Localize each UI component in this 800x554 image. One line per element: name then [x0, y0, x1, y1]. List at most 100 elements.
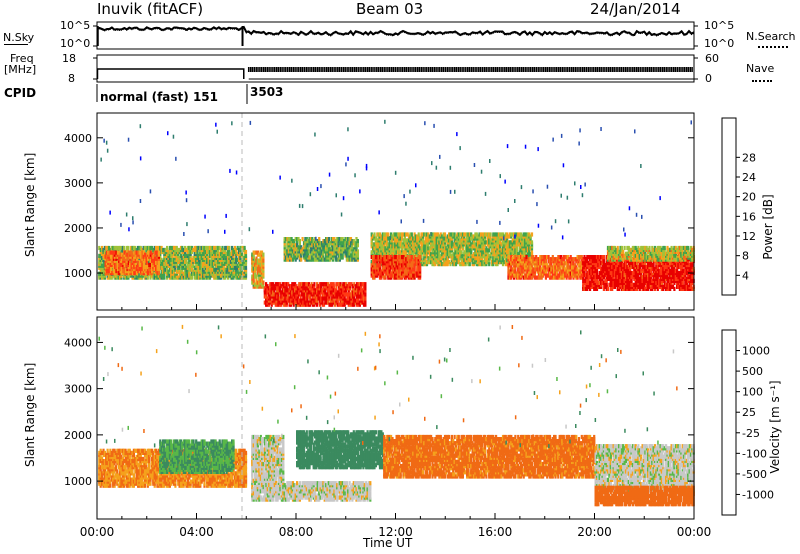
power-cell — [339, 292, 342, 297]
power-cell — [303, 300, 306, 305]
power-cell — [439, 232, 442, 237]
power-cell — [163, 261, 166, 266]
power-cell — [342, 282, 345, 287]
power-cell — [296, 237, 299, 242]
power-cell — [453, 242, 456, 247]
power-cell — [335, 282, 338, 287]
power-cell — [305, 286, 308, 291]
power-cell — [428, 234, 431, 239]
power-cell — [311, 243, 314, 248]
power-cell — [424, 244, 427, 249]
power-cell — [135, 264, 139, 270]
power-cell — [210, 269, 213, 274]
power-cell — [181, 245, 184, 251]
power-cell — [190, 245, 194, 251]
power-cell — [118, 256, 121, 261]
power-cell — [380, 238, 383, 243]
power-cell — [378, 263, 382, 268]
power-cell — [233, 245, 236, 251]
power-cell — [299, 282, 302, 287]
power-cell — [291, 257, 295, 262]
power-cell — [380, 246, 383, 251]
power-cell — [141, 250, 144, 255]
power-cell — [362, 282, 366, 287]
power-cell — [390, 232, 393, 237]
power-cell — [116, 252, 119, 257]
power-cell — [407, 246, 411, 251]
power-cell — [200, 265, 203, 270]
power-cell — [300, 253, 303, 258]
power-cell — [229, 251, 232, 256]
power-cell — [356, 249, 359, 254]
power-cell — [463, 250, 466, 255]
power-cell — [145, 253, 148, 258]
power-cell — [137, 275, 140, 280]
power-cell — [338, 237, 341, 242]
power-cell — [283, 292, 286, 297]
power-cell — [445, 246, 448, 251]
power-cell — [125, 245, 129, 251]
power-cell — [285, 282, 288, 287]
power-cell — [107, 252, 110, 257]
power-cell — [283, 302, 286, 307]
power-cell — [334, 288, 337, 293]
power-cell — [339, 282, 342, 287]
power-cell — [206, 245, 209, 251]
power-cell — [270, 282, 273, 287]
power-cell — [243, 265, 246, 270]
power-cell — [149, 250, 152, 255]
power-cell — [398, 232, 401, 237]
power-cell — [292, 282, 295, 287]
power-cell — [138, 252, 141, 257]
power-cell — [117, 275, 120, 280]
power-cell — [296, 286, 299, 291]
power-cell — [424, 250, 427, 255]
power-cell — [267, 286, 270, 291]
power-cell — [238, 271, 241, 276]
power-cell — [309, 237, 312, 242]
power-cell — [171, 275, 174, 280]
power-cell — [291, 290, 294, 295]
power-cell — [116, 245, 119, 251]
power-cell — [370, 260, 373, 265]
power-cell — [141, 247, 144, 253]
power-cell — [226, 273, 230, 278]
power-cell — [138, 245, 141, 251]
power-cell — [170, 245, 173, 251]
power-cell — [287, 249, 290, 254]
power-cell — [195, 263, 198, 268]
power-cell — [298, 290, 301, 295]
power-cell — [299, 294, 302, 299]
power-cell — [343, 239, 346, 244]
power-cell — [127, 260, 130, 265]
power-cell — [298, 241, 301, 246]
power-cell — [399, 250, 402, 255]
power-cell — [168, 273, 171, 278]
power-cell — [226, 245, 230, 251]
power-cell — [452, 232, 455, 237]
power-cell — [113, 245, 116, 251]
power-cell — [381, 244, 384, 249]
power-cell — [294, 237, 297, 242]
power-cell — [414, 238, 417, 243]
power-cell — [276, 294, 279, 299]
power-cell — [311, 251, 314, 256]
cpid-row — [96, 84, 248, 104]
power-cell — [443, 232, 447, 237]
power-cell — [351, 241, 354, 246]
power-cell — [99, 247, 102, 253]
power-cell — [349, 241, 353, 246]
power-cell — [200, 253, 203, 258]
power-cell — [262, 280, 265, 285]
power-cell — [306, 282, 309, 287]
power-cell — [464, 258, 467, 263]
power-cell — [322, 241, 325, 246]
power-cell — [259, 278, 262, 283]
power-cell — [244, 249, 248, 255]
power-cell — [156, 252, 159, 257]
power-cell — [286, 237, 289, 242]
power-cell — [390, 250, 393, 255]
power-cell — [443, 258, 447, 263]
power-cell — [287, 253, 290, 258]
power-cell — [530, 250, 534, 255]
